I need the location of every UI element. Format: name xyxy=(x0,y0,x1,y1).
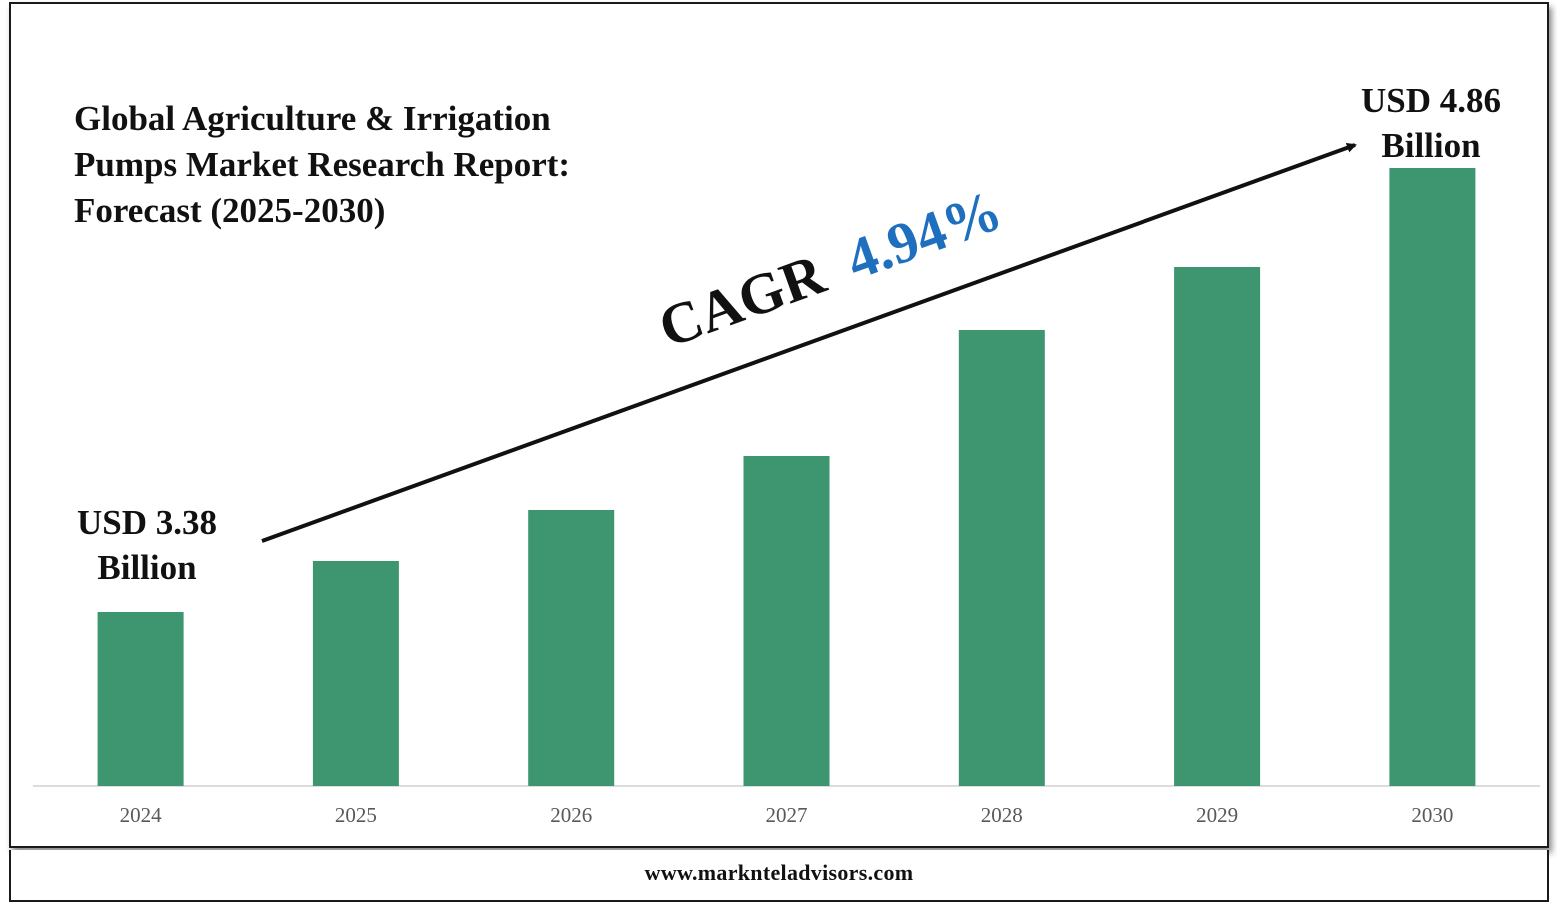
x-tick-label-2027: 2027 xyxy=(766,803,808,827)
start-value-unit: Billion xyxy=(97,548,197,587)
bar-2027 xyxy=(743,456,830,786)
website-link[interactable]: www.marknteladvisors.com xyxy=(644,860,914,885)
bar-2024 xyxy=(97,612,184,786)
end-value-label: USD 4.86 Billion xyxy=(1345,78,1517,168)
x-tick-label-2025: 2025 xyxy=(335,803,377,827)
x-tick-labels: 2024 2025 2026 2027 2028 2029 2030 xyxy=(120,803,1454,827)
cagr-trend-arrow xyxy=(261,143,1357,543)
x-tick-label-2030: 2030 xyxy=(1411,803,1453,827)
bar-2028 xyxy=(958,330,1045,786)
start-value-label: USD 3.38 Billion xyxy=(62,500,232,590)
bar-2025 xyxy=(312,561,399,786)
bar-2026 xyxy=(528,510,615,786)
bar-2030 xyxy=(1389,168,1476,786)
bar-2029 xyxy=(1174,267,1261,786)
footer: www.marknteladvisors.com xyxy=(9,850,1549,902)
bars-group xyxy=(97,168,1476,786)
cagr-value: 4.94% xyxy=(838,177,1010,292)
chart-title: Global Agriculture & Irrigation Pumps Ma… xyxy=(74,99,571,230)
x-tick-label-2028: 2028 xyxy=(981,803,1023,827)
cagr-label: CAGR 4.94% xyxy=(650,177,1009,360)
x-tick-label-2026: 2026 xyxy=(550,803,592,827)
x-tick-label-2024: 2024 xyxy=(120,803,163,827)
start-value-amount: USD 3.38 xyxy=(76,503,218,542)
end-value-amount: USD 4.86 xyxy=(1360,81,1502,120)
x-tick-label-2029: 2029 xyxy=(1196,803,1238,827)
end-value-unit: Billion xyxy=(1381,126,1481,165)
